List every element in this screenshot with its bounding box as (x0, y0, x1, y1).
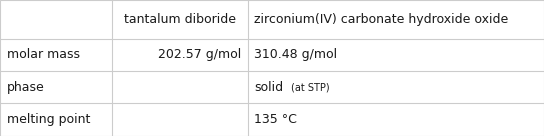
Text: melting point: melting point (7, 113, 90, 126)
Text: 310.48 g/mol: 310.48 g/mol (254, 48, 337, 61)
Text: zirconium(IV) carbonate hydroxide oxide: zirconium(IV) carbonate hydroxide oxide (254, 13, 508, 26)
Text: tantalum diboride: tantalum diboride (123, 13, 236, 26)
Text: solid: solid (254, 81, 283, 94)
Text: phase: phase (7, 81, 44, 94)
Text: 202.57 g/mol: 202.57 g/mol (158, 48, 241, 61)
Text: molar mass: molar mass (7, 48, 79, 61)
Text: 135 °C: 135 °C (254, 113, 297, 126)
Text: (at STP): (at STP) (291, 83, 330, 93)
